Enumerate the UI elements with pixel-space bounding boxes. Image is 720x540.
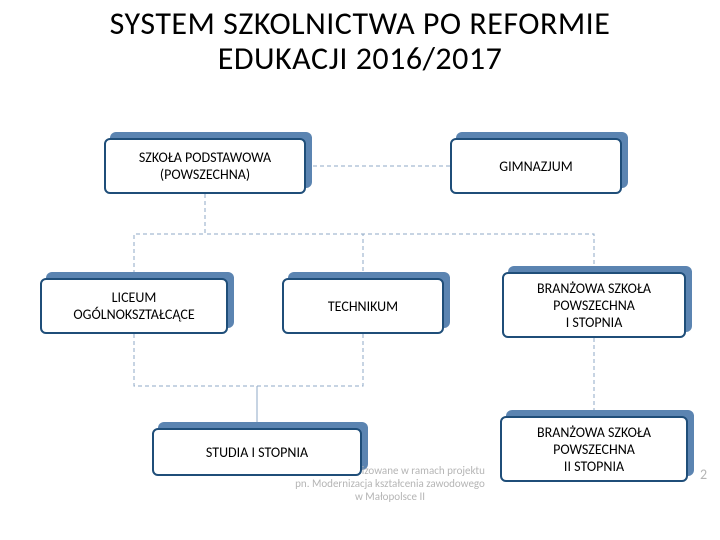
- node-label: BRANŻOWA SZKOŁAPOWSZECHNAI STOPNIA: [502, 272, 686, 338]
- node-studia: STUDIA I STOPNIA: [152, 428, 362, 476]
- node-label: STUDIA I STOPNIA: [152, 428, 362, 476]
- node-szkola_podstawowa: SZKOŁA PODSTAWOWA(POWSZECHNA): [104, 138, 306, 194]
- node-technikum: TECHNIKUM: [282, 278, 444, 334]
- page-number: 2: [700, 466, 707, 483]
- node-label: TECHNIKUM: [282, 278, 444, 334]
- connector-2: [205, 194, 363, 278]
- node-label: LICEUMOGÓLNOKSZTAŁCĄCE: [40, 278, 228, 334]
- page-title: SYSTEM SZKOLNICTWA PO REFORMIE EDUKACJI …: [0, 6, 720, 76]
- footer-line2: pn. Modernizacja kształcenia zawodowego: [295, 477, 485, 490]
- node-branzowa2: BRANŻOWA SZKOŁAPOWSZECHNAII STOPNIA: [500, 416, 688, 482]
- connector-4: [134, 334, 257, 428]
- node-branzowa1: BRANŻOWA SZKOŁAPOWSZECHNAI STOPNIA: [502, 272, 686, 338]
- connector-5: [257, 334, 363, 428]
- node-label: BRANŻOWA SZKOŁAPOWSZECHNAII STOPNIA: [500, 416, 688, 482]
- connector-1: [134, 194, 205, 278]
- footer-line3: w Małopolsce II: [355, 490, 425, 503]
- node-label: SZKOŁA PODSTAWOWA(POWSZECHNA): [104, 138, 306, 194]
- title-line2: EDUKACJI 2016/2017: [218, 39, 503, 78]
- node-liceum: LICEUMOGÓLNOKSZTAŁCĄCE: [40, 278, 228, 334]
- node-label: GIMNAZJUM: [450, 138, 622, 194]
- connector-3: [205, 194, 594, 272]
- title-line1: SYSTEM SZKOLNICTWA PO REFORMIE: [110, 4, 611, 43]
- node-gimnazjum: GIMNAZJUM: [450, 138, 622, 194]
